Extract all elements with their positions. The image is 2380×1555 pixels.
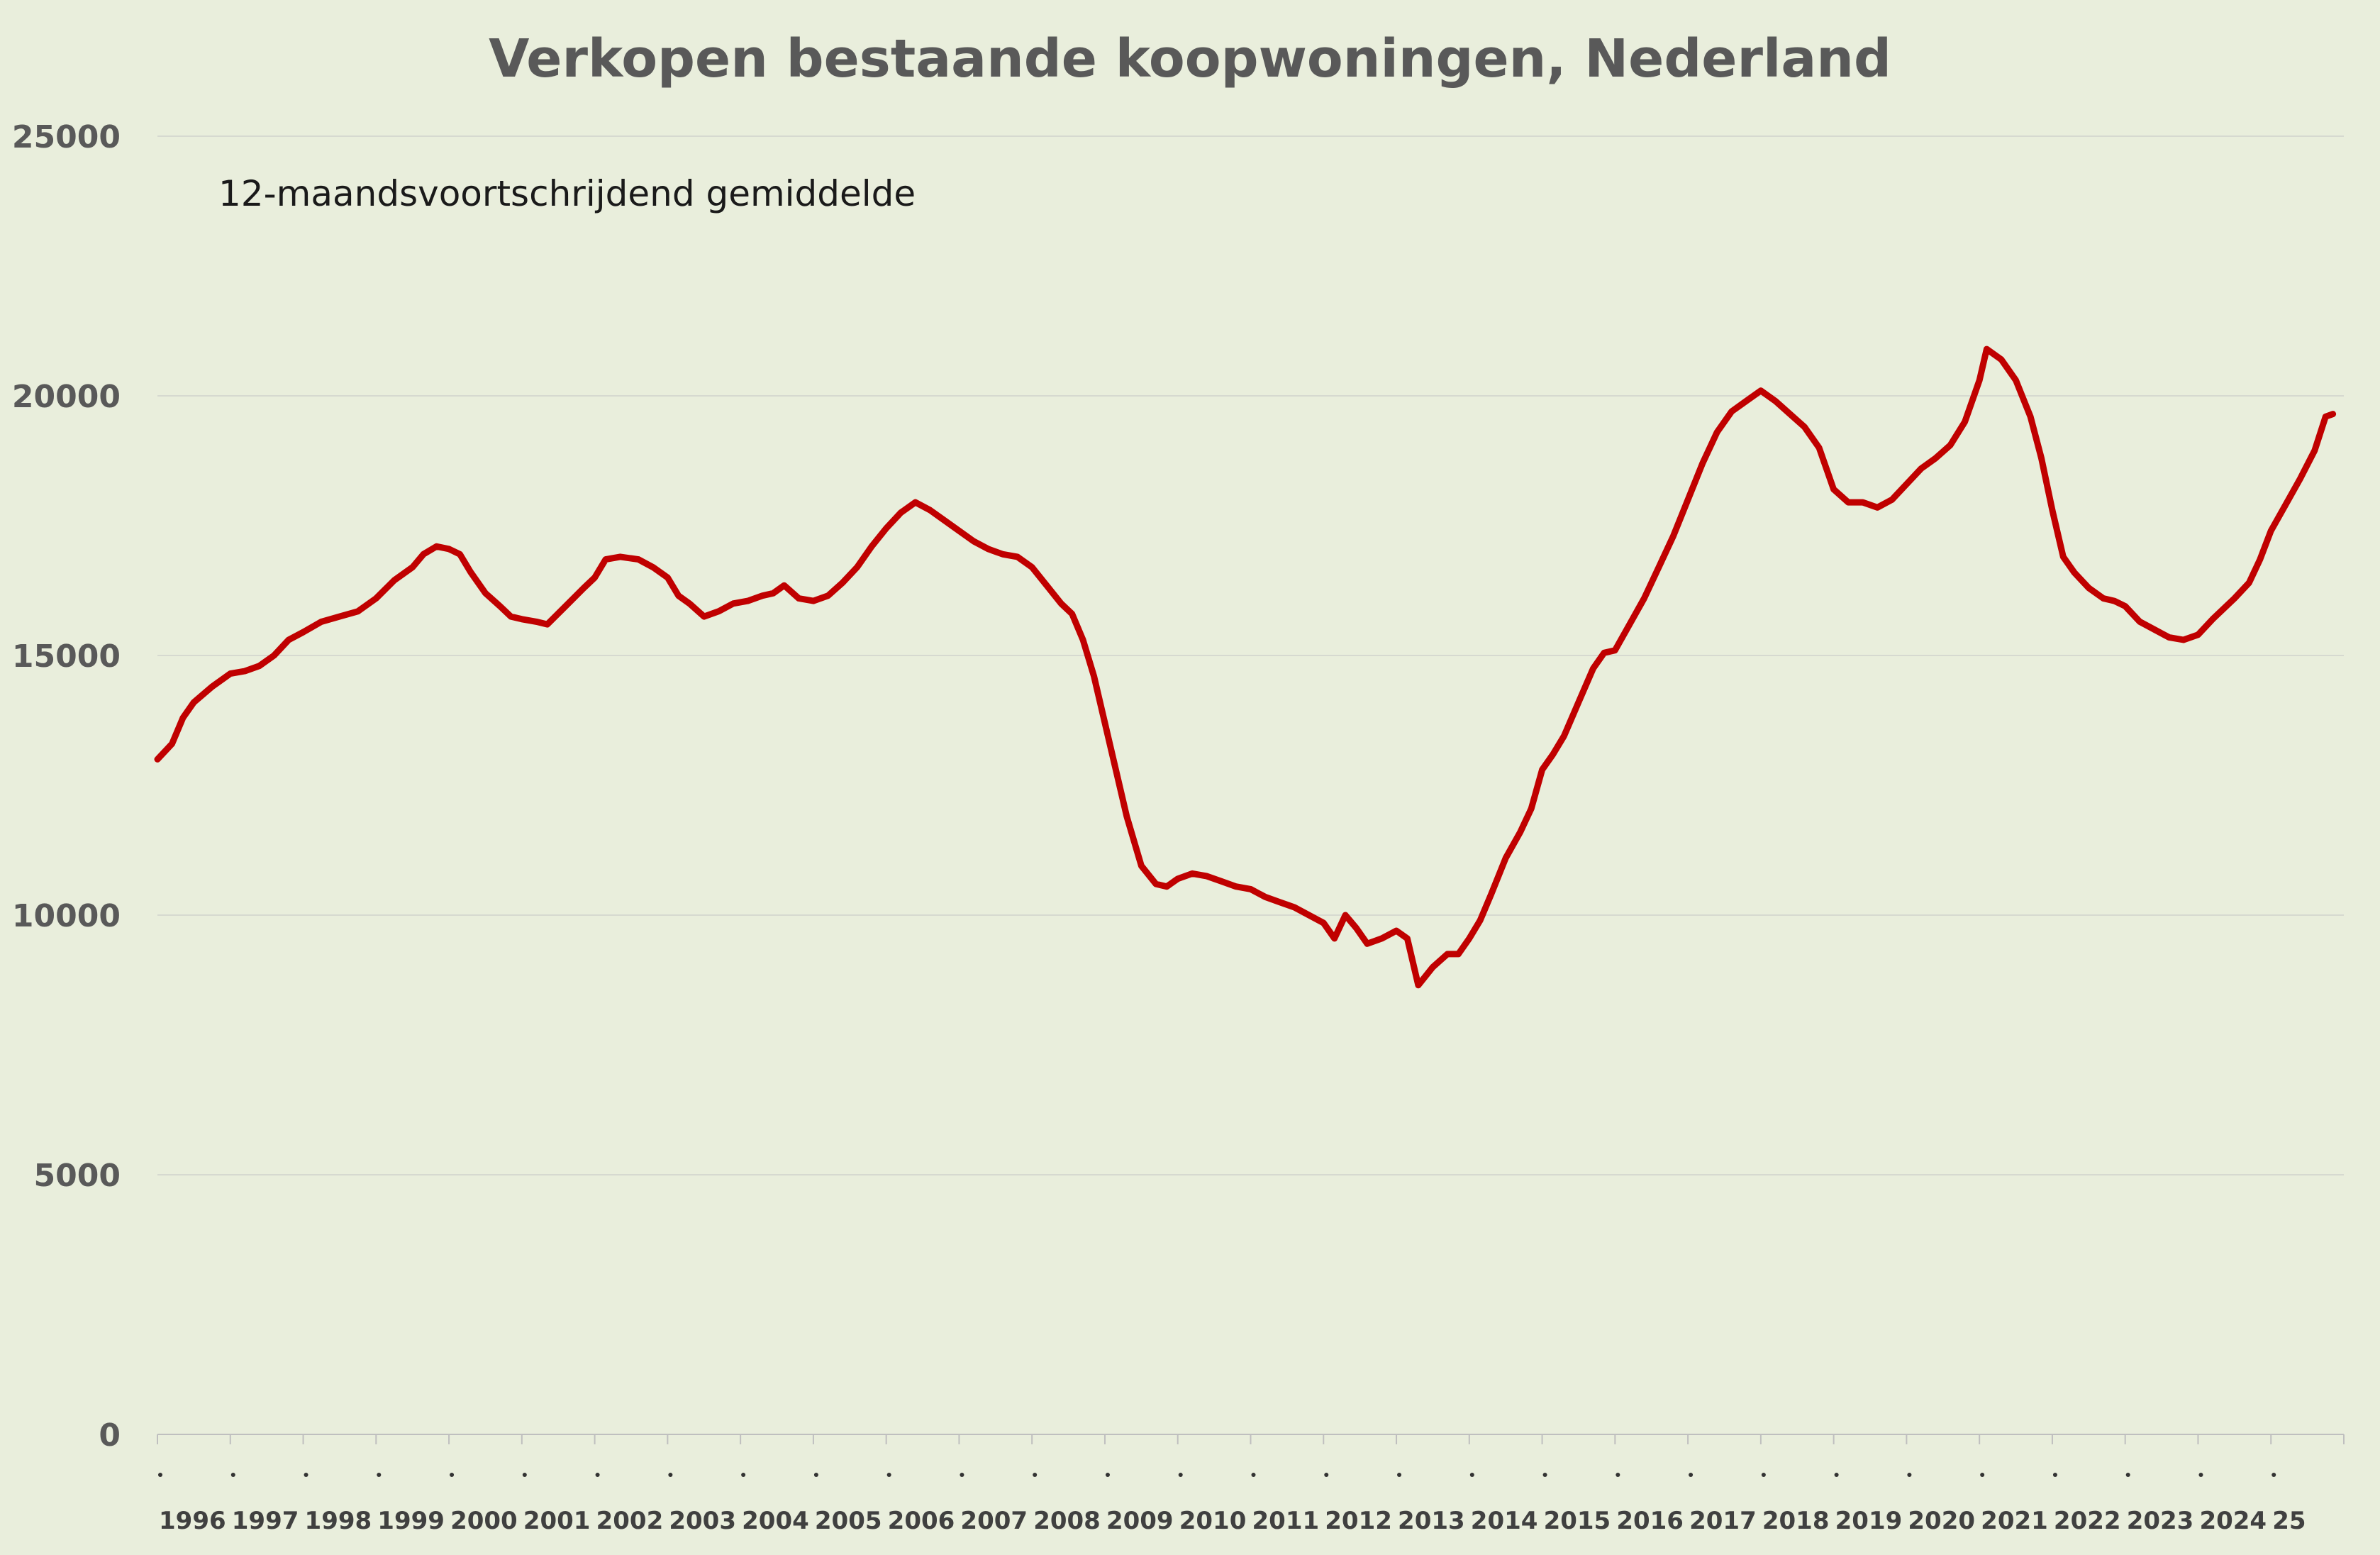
- x-tick-dot: [1907, 1473, 1912, 1477]
- x-tick-dot: [1980, 1473, 1985, 1477]
- x-tick-label: 2021: [1981, 1507, 2048, 1535]
- x-tick-label: 2000: [450, 1507, 518, 1535]
- x-tick-dot: [960, 1473, 964, 1477]
- x-tick-label: 2017: [1689, 1507, 1757, 1535]
- x-tick-label: 2008: [1033, 1507, 1101, 1535]
- x-tick-dot: [741, 1473, 746, 1477]
- x-tick-dot: [813, 1473, 818, 1477]
- x-tick-label: 2015: [1544, 1507, 1611, 1535]
- x-tick-dot: [1105, 1473, 1110, 1477]
- y-tick-label: 15000: [12, 638, 121, 675]
- x-tick-label: 2022: [2054, 1507, 2121, 1535]
- x-tick-label: 2012: [1325, 1507, 1392, 1535]
- x-tick-label: 2001: [523, 1507, 591, 1535]
- y-tick-label: 10000: [12, 898, 121, 934]
- x-tick-label: 2005: [815, 1507, 882, 1535]
- x-tick-dot: [595, 1473, 600, 1477]
- x-tick-dot: [668, 1473, 673, 1477]
- x-tick-label: 1998: [305, 1507, 372, 1535]
- x-tick-label: 2009: [1106, 1507, 1174, 1535]
- x-tick-dot: [1251, 1473, 1256, 1477]
- y-tick-label: 5000: [34, 1158, 121, 1194]
- x-tick-dot: [1542, 1473, 1547, 1477]
- x-tick-label: 2014: [1471, 1507, 1538, 1535]
- x-tick-dot: [230, 1473, 235, 1477]
- x-tick-label: 2024: [2199, 1507, 2267, 1535]
- chart-title: Verkopen bestaande koopwoningen, Nederla…: [489, 28, 1891, 89]
- x-tick-label: 2006: [888, 1507, 955, 1535]
- series: [154, 345, 2337, 989]
- x-tick-dot: [2125, 1473, 2130, 1477]
- chart-subtitle: 12-maandsvoortschrijdend gemiddelde: [218, 173, 916, 214]
- x-tick-label: 1997: [232, 1507, 299, 1535]
- x-tick-label: 2002: [596, 1507, 664, 1535]
- series-line-0: [154, 345, 2337, 989]
- x-tick-label: 2016: [1616, 1507, 1684, 1535]
- x-tick-dot: [2052, 1473, 2057, 1477]
- x-tick-dot: [304, 1473, 308, 1477]
- x-tick-dot: [450, 1473, 455, 1477]
- x-tick-dot: [1834, 1473, 1839, 1477]
- x-tick-dot: [1033, 1473, 1038, 1477]
- y-axis: 0 5000 10000 15000 20000 25000: [12, 119, 121, 1454]
- x-tick-label: 2011: [1252, 1507, 1320, 1535]
- x-axis: 1996 1997 1998 1999 2000 2001 2002 2003 2004 2005…: [157, 1434, 2345, 1535]
- x-tick-label: 2003: [669, 1507, 736, 1535]
- y-tick-label: 20000: [12, 379, 121, 415]
- x-tick-label: 1999: [377, 1507, 445, 1535]
- x-tick-dot: [1324, 1473, 1329, 1477]
- y-tick-label: 25000: [12, 119, 121, 155]
- x-tick-label: 2023: [2127, 1507, 2194, 1535]
- x-tick-dot: [886, 1473, 891, 1477]
- x-tick-dot: [1616, 1473, 1620, 1477]
- x-tick-dot: [1689, 1473, 1694, 1477]
- x-tick-dot: [377, 1473, 382, 1477]
- y-tick-label: 0: [99, 1417, 121, 1454]
- x-tick-label: 25: [2272, 1507, 2306, 1535]
- x-tick-dot: [1761, 1473, 1766, 1477]
- x-tick-dot: [1178, 1473, 1183, 1477]
- x-tick-label: 2007: [960, 1507, 1028, 1535]
- x-tick-label: 2020: [1908, 1507, 1975, 1535]
- x-tick-dot: [1469, 1473, 1474, 1477]
- x-tick-label: 2019: [1835, 1507, 1903, 1535]
- x-tick-dot: [1397, 1473, 1402, 1477]
- x-tick-label: 2013: [1398, 1507, 1465, 1535]
- x-tick-dot: [158, 1473, 162, 1477]
- x-tick-label: 2018: [1762, 1507, 1830, 1535]
- x-tick-label: 2010: [1179, 1507, 1247, 1535]
- x-tick-label: 1996: [159, 1507, 226, 1535]
- x-tick-dot: [522, 1473, 527, 1477]
- gridlines: [157, 135, 2344, 1175]
- x-tick-dot: [2271, 1473, 2276, 1477]
- x-tick-dot: [2198, 1473, 2203, 1477]
- x-tick-label: 2004: [742, 1507, 809, 1535]
